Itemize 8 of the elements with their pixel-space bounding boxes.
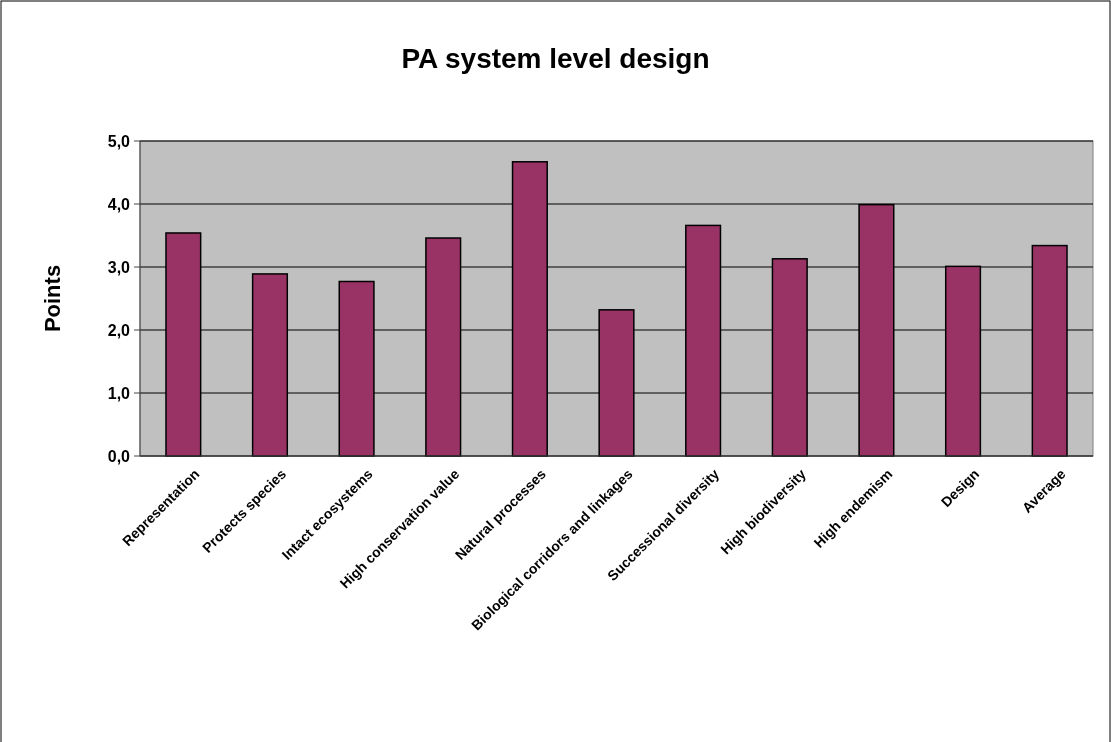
- y-tick-label: 1,0: [107, 384, 131, 402]
- chart-title: PA system level design: [401, 43, 710, 74]
- y-tick-label: 0,0: [107, 447, 131, 465]
- y-tick-label: 3,0: [107, 258, 131, 276]
- y-axis-title: Points: [40, 264, 65, 333]
- y-tick-label: 4,0: [107, 195, 131, 213]
- y-tick-label: 2,0: [107, 321, 131, 339]
- y-tick-label: 5,0: [107, 132, 131, 150]
